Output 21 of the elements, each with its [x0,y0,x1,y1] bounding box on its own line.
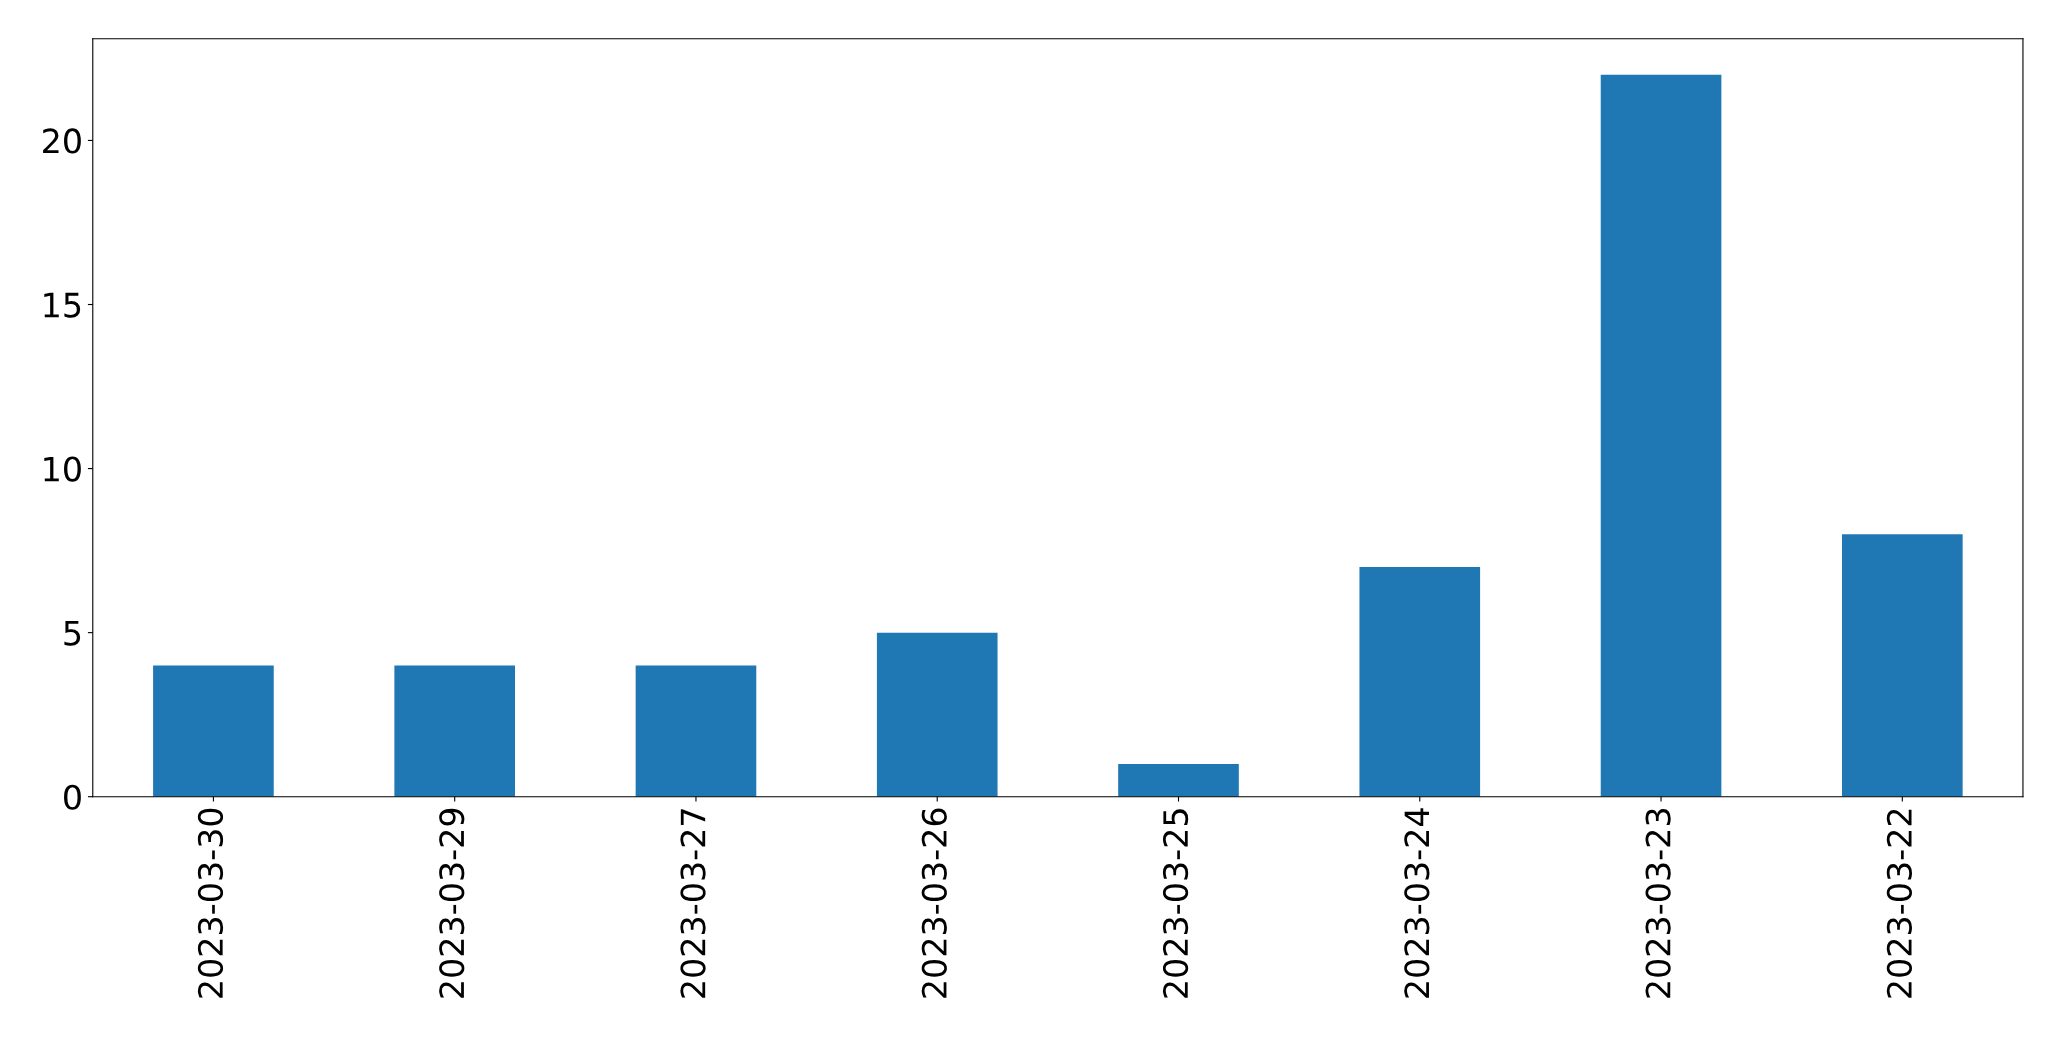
x-tick-label: 2023-03-27 [680,809,706,998]
bar [1842,534,1963,797]
y-tick-label: 0 [64,784,81,810]
x-tick-label: 2023-03-23 [1645,809,1671,998]
x-tick-label: 2023-03-26 [921,808,947,998]
x-tick-label: 2023-03-22 [1886,809,1912,998]
bar [394,665,516,797]
bar [1600,74,1722,797]
x-tick-label: 2023-03-30 [197,808,224,998]
y-tick-label: 20 [43,128,81,154]
y-tick-label: 15 [44,292,81,318]
y-tick-label: 10 [44,456,81,482]
y-tick-label: 5 [64,621,81,646]
x-tick-label: 2023-03-24 [1404,808,1430,998]
x-tick-label: 2023-03-25 [1162,809,1189,998]
bar [1359,567,1481,797]
bar [635,665,757,797]
bar [876,632,998,797]
bar [153,665,274,797]
bar [1118,763,1239,797]
x-tick-label: 2023-03-29 [439,808,465,998]
